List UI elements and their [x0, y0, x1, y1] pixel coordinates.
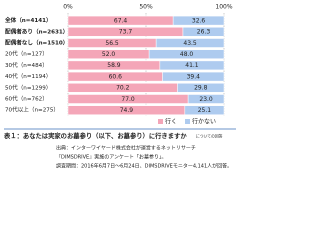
x-tick-label: 100% [215, 4, 232, 11]
legend-label: 行かない [192, 118, 216, 126]
value-label: 73.7 [119, 29, 133, 36]
bar-segment [184, 105, 225, 115]
chart: 表１：あなたは実家のお墓参り（以下、お墓参り）に行きますか についての回答 出典… [4, 4, 236, 170]
value-label: 32.6 [192, 17, 206, 24]
source-line: 出典：インターワイヤード株式会社が運営するネットリサーチ [56, 145, 196, 152]
source-line: 『DIMSDRIVE』実施のアンケート「お墓参り」。 [56, 154, 167, 161]
value-label: 74.9 [120, 107, 134, 114]
bar-segment [155, 38, 225, 48]
value-label: 23.0 [199, 96, 213, 103]
source-line: 調査期間：2016年6月7日～6月24日、DIMSDRIVEモニター4,141人… [56, 163, 232, 170]
value-label: 56.5 [105, 40, 119, 47]
caption: 表１：あなたは実家のお墓参り（以下、お墓参り）に行きますか [4, 131, 187, 140]
value-label: 41.1 [185, 62, 199, 69]
x-tick-label: 0% [63, 4, 73, 11]
bar-segment [162, 71, 225, 82]
value-label: 60.6 [109, 73, 123, 80]
legend-swatch [158, 119, 163, 124]
value-label: 25.1 [198, 107, 212, 114]
value-label: 52.0 [102, 51, 116, 58]
bar-segment [187, 94, 225, 104]
y-tick-label: 20代（n=127） [5, 50, 48, 58]
y-tick-label: 配偶者なし（n=1510） [5, 39, 68, 47]
y-tick-label: 60代（n=762） [5, 95, 48, 103]
y-tick-label: 配偶者あり（n=2631） [5, 27, 68, 35]
bar-segment [159, 60, 225, 71]
y-tick-label: 全体（n=4141） [4, 16, 52, 24]
value-label: 29.8 [194, 85, 208, 92]
value-label: 67.4 [114, 17, 128, 24]
y-tick-label: 50代（n=1299） [5, 83, 51, 91]
bar-segment [172, 15, 225, 26]
value-label: 77.0 [121, 96, 135, 103]
y-tick-label: 30代（n=484） [5, 61, 48, 69]
caption-note: についての回答 [196, 134, 223, 139]
bar-segment [177, 83, 225, 93]
value-label: 43.5 [183, 40, 197, 47]
legend-label: 行く [165, 118, 177, 126]
value-label: 26.3 [197, 29, 211, 36]
y-tick-label: 70代以上（n=275） [5, 106, 59, 114]
x-tick-label: 50% [139, 4, 153, 11]
value-label: 70.2 [116, 85, 130, 92]
bar-segment [148, 49, 225, 59]
legend-swatch [185, 119, 191, 124]
bar-segment [182, 27, 225, 37]
value-label: 39.4 [187, 73, 201, 80]
value-label: 48.0 [180, 51, 194, 58]
y-tick-label: 40代（n=1194） [5, 72, 51, 80]
value-label: 58.9 [107, 62, 121, 69]
